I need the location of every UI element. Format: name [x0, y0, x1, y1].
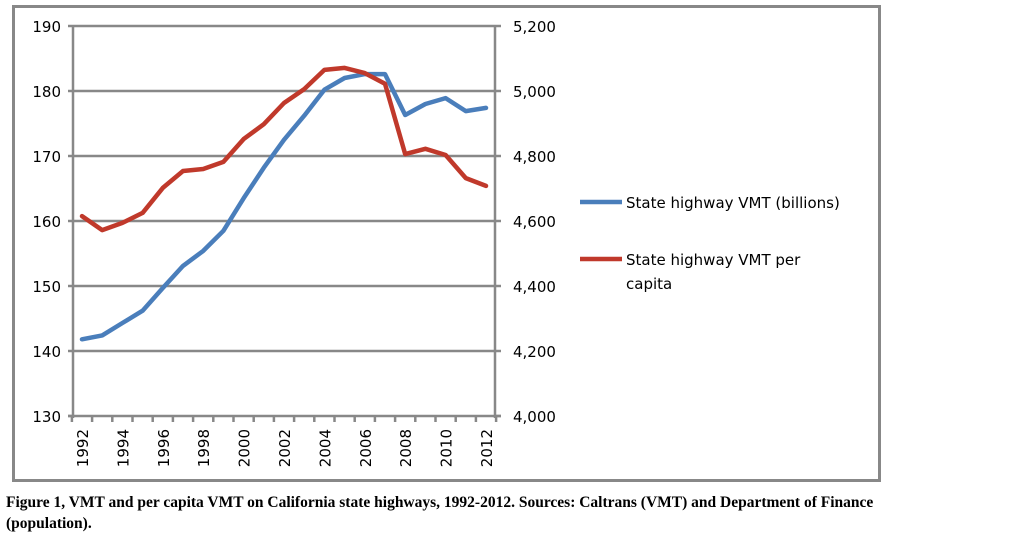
x-tick-label: 1994: [114, 429, 132, 467]
left-tick-label: 180: [32, 83, 61, 101]
series-line-vmt-per-capita: [79, 65, 489, 233]
right-axis-ticks: 4,000 4,200 4,400 4,600 4,800 5,000 5,200: [495, 18, 556, 426]
right-tick-label: 4,800: [513, 148, 556, 166]
figure-caption: Figure 1, VMT and per capita VMT on Cali…: [6, 494, 874, 532]
left-tick-label: 190: [32, 18, 61, 36]
left-tick-label: 150: [32, 278, 61, 296]
chart-frame: [12, 5, 881, 482]
right-tick-label: 5,200: [513, 18, 556, 36]
left-tick-label: 130: [32, 408, 61, 426]
x-tick-label: 1996: [155, 429, 173, 467]
left-tick-label: 170: [32, 148, 61, 166]
gridlines: [73, 24, 495, 353]
x-tick-label: 2010: [438, 429, 456, 467]
legend-label-per-capita-line1: State highway VMT per: [626, 251, 801, 269]
right-tick-label: 4,000: [513, 408, 556, 426]
line-chart: 130 140 150 160 170 180 190 4,000 4,200 4,400 4,6…: [32, 18, 840, 467]
right-tick-label: 4,600: [513, 213, 556, 231]
x-tick-label: 2002: [276, 429, 294, 467]
legend-label-per-capita-line2: capita: [626, 275, 672, 293]
legend-label-vmt: State highway VMT (billions): [626, 194, 840, 212]
right-tick-label: 5,000: [513, 83, 556, 101]
x-tick-label: 2006: [357, 429, 375, 467]
series-lines: [79, 65, 489, 342]
x-tick-label: 2000: [236, 429, 254, 467]
x-tick-label: 1998: [195, 429, 213, 467]
right-tick-label: 4,200: [513, 343, 556, 361]
x-axis-ticks: 1992 1994 1996 1998 2000 2002 2004 2006 2008 2010…: [70, 416, 498, 467]
left-tick-label: 140: [32, 343, 61, 361]
x-tick-label: 2012: [478, 429, 496, 467]
right-tick-label: 4,400: [513, 278, 556, 296]
legend: State highway VMT (billions) State highw…: [580, 194, 840, 293]
x-tick-label: 1992: [74, 429, 92, 467]
x-tick-label: 2004: [316, 429, 334, 467]
series-line-vmt: [79, 71, 489, 342]
left-tick-label: 160: [32, 213, 61, 231]
x-tick-label: 2008: [397, 429, 415, 467]
left-axis-ticks: 130 140 150 160 170 180 190: [32, 18, 73, 426]
